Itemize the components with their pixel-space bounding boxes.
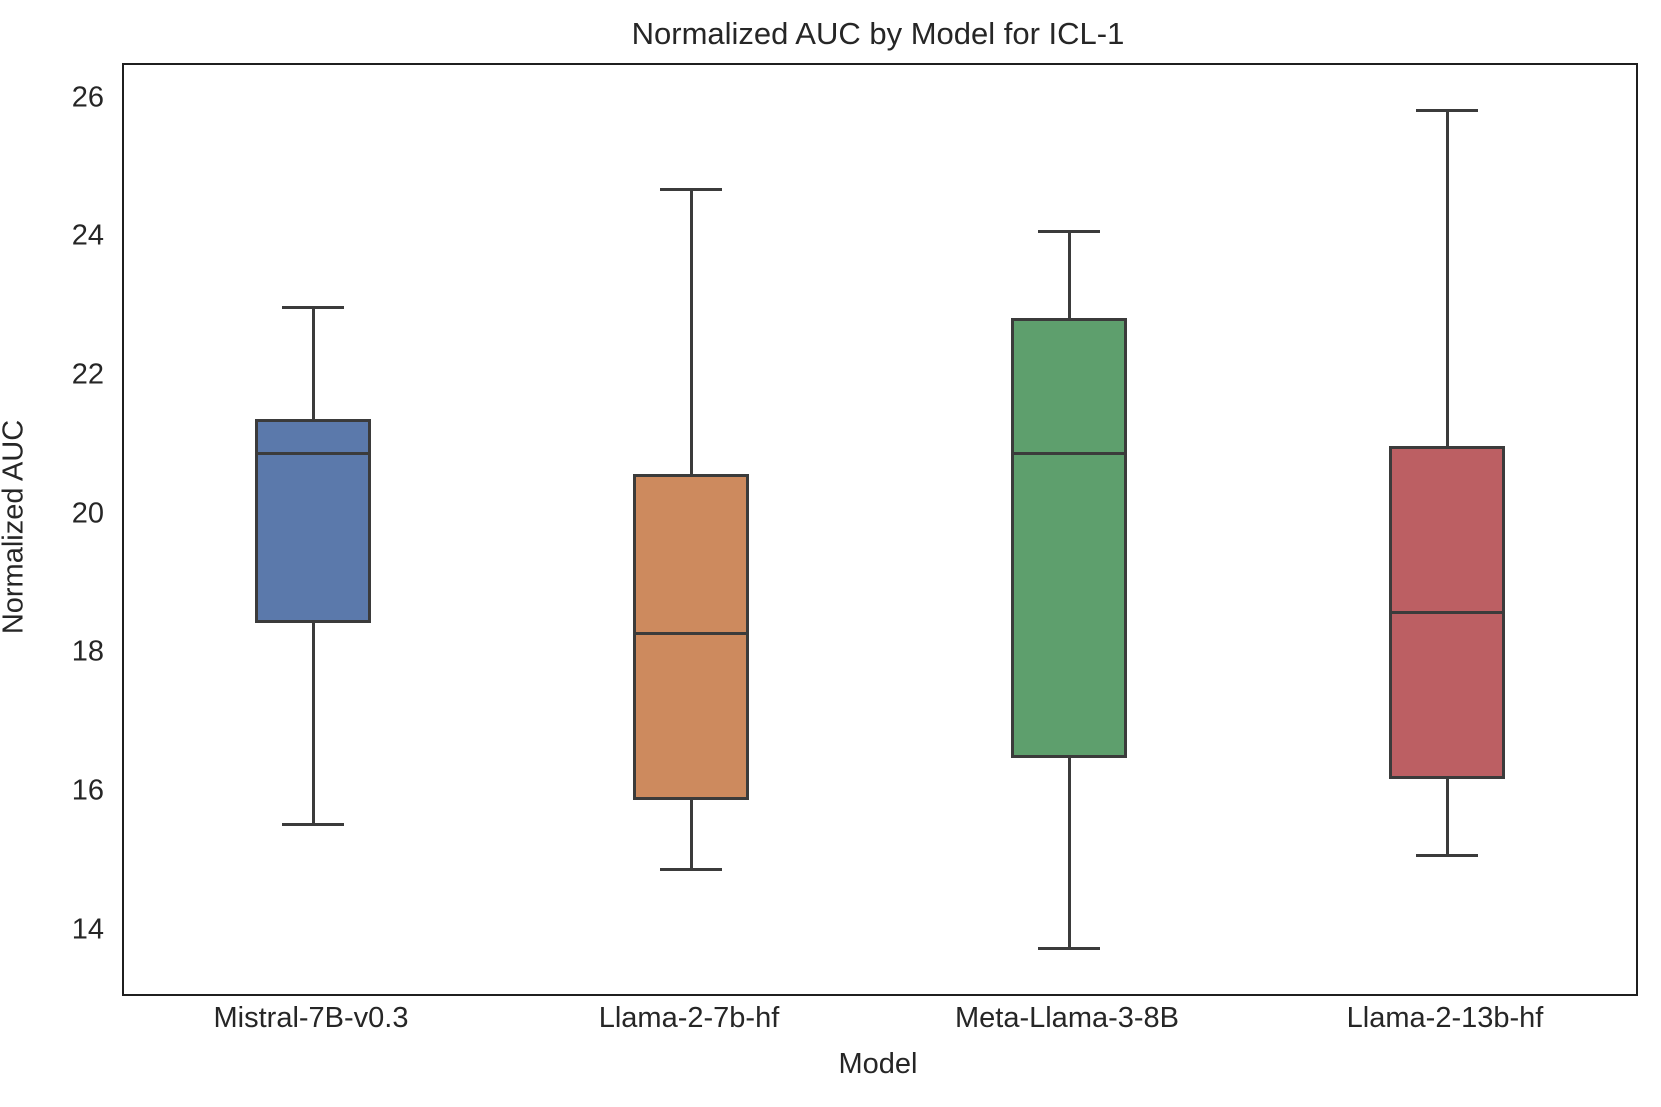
y-tick-label: 24 — [71, 219, 104, 252]
median-line — [636, 631, 746, 635]
y-tick-label: 14 — [71, 913, 104, 946]
lower-whisker-cap — [660, 867, 722, 871]
lower-whisker-line — [1445, 779, 1449, 856]
x-tick-label: Llama-2-7b-hf — [598, 1002, 780, 1034]
plot-area — [122, 63, 1638, 996]
upper-whisker-cap — [660, 188, 722, 192]
y-tick-label: 26 — [71, 81, 104, 114]
median-line — [1014, 451, 1124, 455]
upper-whisker-line — [689, 189, 693, 475]
median-line — [1392, 611, 1502, 615]
lower-whisker-line — [689, 799, 693, 870]
y-tick-label: 16 — [71, 774, 104, 807]
y-tick-label: 22 — [71, 358, 104, 391]
x-tick-label: Meta-Llama-3-8B — [954, 1002, 1180, 1034]
lower-whisker-line — [311, 623, 315, 825]
upper-whisker-cap — [1416, 108, 1478, 112]
x-tick-label: Mistral-7B-v0.3 — [213, 1002, 409, 1034]
upper-whisker-line — [1067, 231, 1071, 319]
y-tick-label: 20 — [71, 497, 104, 530]
y-tick-label: 18 — [71, 635, 104, 668]
lower-whisker-cap — [1416, 853, 1478, 857]
upper-whisker-line — [311, 307, 315, 419]
lower-whisker-cap — [282, 822, 344, 826]
median-line — [258, 451, 368, 455]
lower-whisker-cap — [1038, 947, 1100, 951]
box — [255, 418, 371, 624]
upper-whisker-cap — [282, 306, 344, 310]
chart-title: Normalized AUC by Model for ICL-1 — [631, 16, 1125, 51]
upper-whisker-cap — [1038, 229, 1100, 233]
x-tick-label: Llama-2-13b-hf — [1346, 1002, 1544, 1034]
box — [633, 474, 749, 800]
upper-whisker-line — [1445, 110, 1449, 447]
lower-whisker-line — [1067, 758, 1071, 949]
x-axis-label: Model — [838, 1048, 918, 1080]
box — [1011, 318, 1127, 759]
